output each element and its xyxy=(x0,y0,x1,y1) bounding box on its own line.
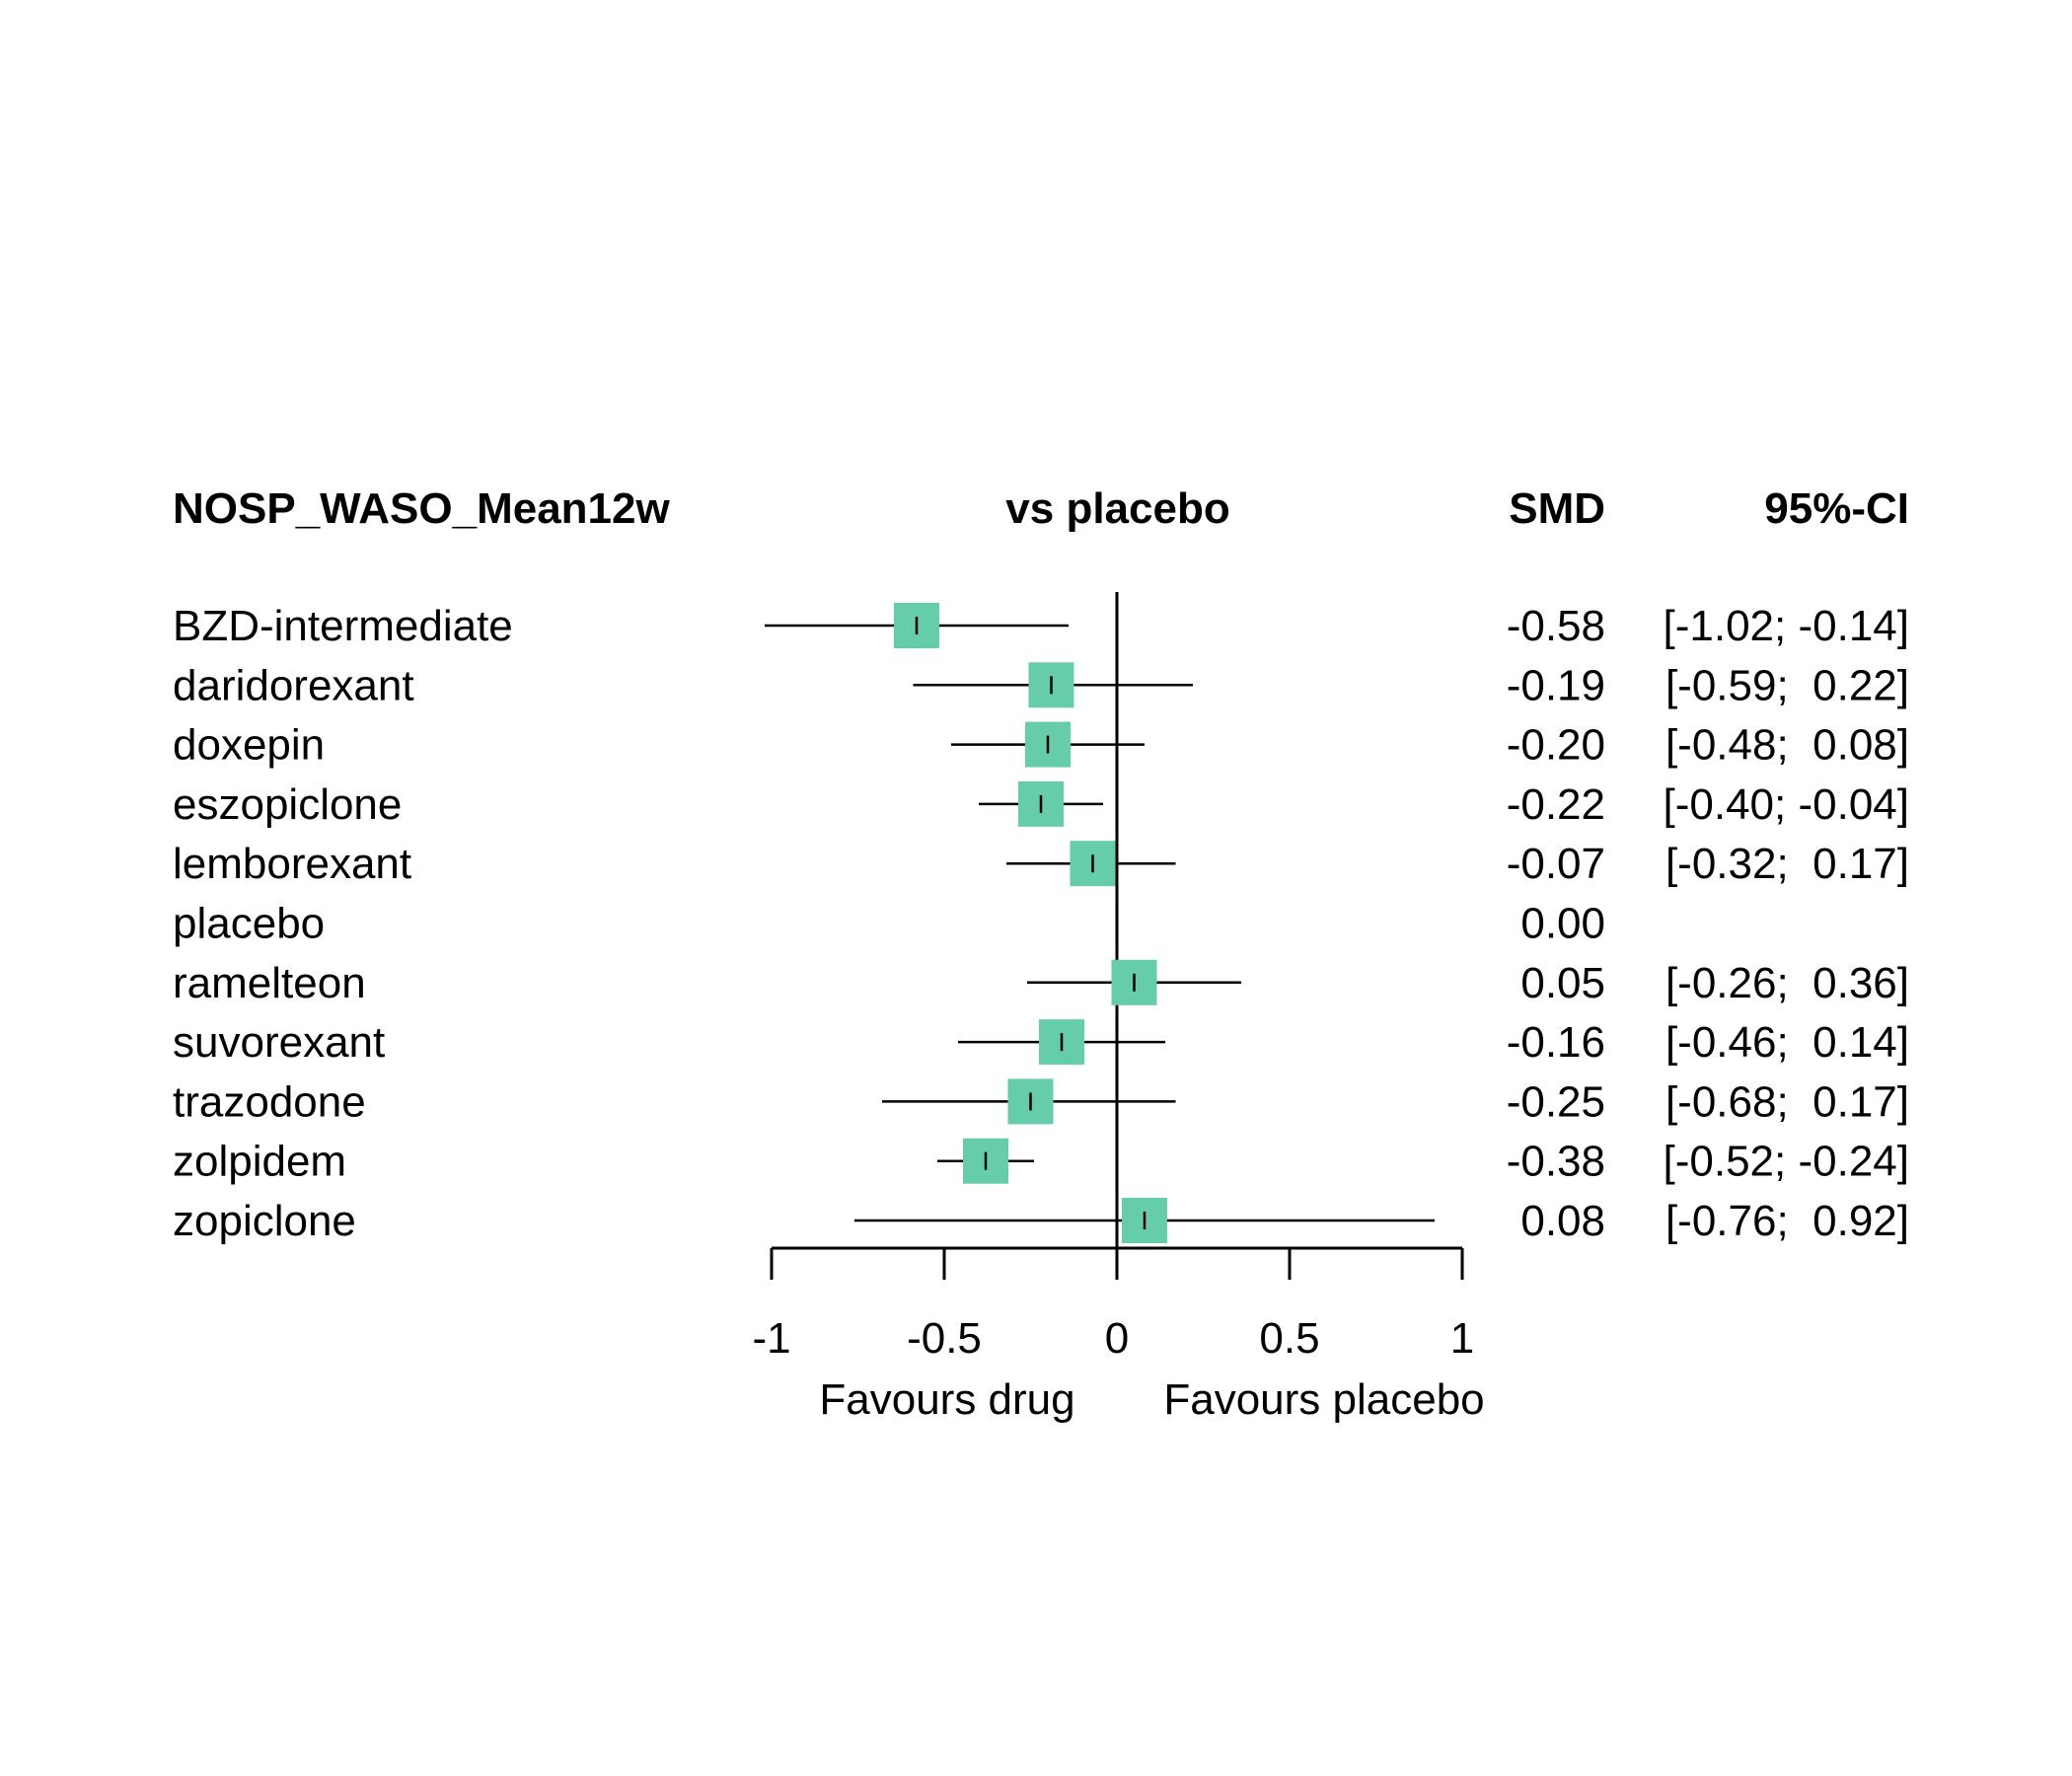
study-row: lemborexant -0.07 [-0.32; 0.17] xyxy=(173,840,1909,888)
favours-placebo-label: Favours placebo xyxy=(1163,1375,1484,1424)
axis-captions: Favours drug Favours placebo xyxy=(819,1375,1484,1424)
study-name: suvorexant xyxy=(173,1018,385,1067)
favours-drug-label: Favours drug xyxy=(819,1375,1074,1424)
study-name: daridorexant xyxy=(173,661,414,709)
study-rows: BZD-intermediate -0.58 [-1.02; -0.14] darid… xyxy=(173,602,1909,1245)
comparison-header: vs placebo xyxy=(1005,484,1229,533)
outcome-header: NOSP_WASO_Mean12w xyxy=(173,484,670,533)
header-row: NOSP_WASO_Mean12w vs placebo SMD 95%-CI xyxy=(173,484,1909,533)
ci-value: [-0.76; 0.92] xyxy=(1665,1197,1909,1245)
x-tick-label: 1 xyxy=(1450,1314,1474,1363)
study-name: BZD-intermediate xyxy=(173,602,513,650)
ci-value: [-1.02; -0.14] xyxy=(1664,602,1909,650)
study-row: zolpidem -0.38 [-0.52; -0.24] xyxy=(173,1138,1909,1186)
ci-value: [-0.48; 0.08] xyxy=(1665,721,1909,770)
study-name: zopiclone xyxy=(173,1197,356,1245)
smd-value: -0.07 xyxy=(1507,840,1605,888)
ci-value: [-0.59; 0.22] xyxy=(1665,661,1909,709)
study-row: doxepin -0.20 [-0.48; 0.08] xyxy=(173,721,1909,770)
study-name: doxepin xyxy=(173,721,325,770)
study-row: ramelteon 0.05 [-0.26; 0.36] xyxy=(173,959,1909,1007)
smd-value: 0.05 xyxy=(1520,959,1605,1007)
x-tick-label: 0.5 xyxy=(1259,1314,1319,1363)
smd-header: SMD xyxy=(1509,484,1605,533)
study-row: trazodone -0.25 [-0.68; 0.17] xyxy=(173,1077,1909,1126)
x-tick-label: -1 xyxy=(752,1314,790,1363)
smd-value: -0.22 xyxy=(1507,780,1605,829)
study-row: suvorexant -0.16 [-0.46; 0.14] xyxy=(173,1018,1909,1067)
smd-value: 0.08 xyxy=(1520,1197,1605,1245)
smd-value: -0.58 xyxy=(1507,602,1605,650)
study-name: ramelteon xyxy=(173,959,366,1007)
smd-value: -0.20 xyxy=(1507,721,1605,770)
x-tick-label: 0 xyxy=(1105,1314,1129,1363)
smd-value: -0.38 xyxy=(1507,1138,1605,1186)
smd-value: 0.00 xyxy=(1520,900,1605,948)
study-name: eszopiclone xyxy=(173,780,402,829)
study-row: BZD-intermediate -0.58 [-1.02; -0.14] xyxy=(173,602,1909,650)
ci-header: 95%-CI xyxy=(1764,484,1909,533)
smd-value: -0.16 xyxy=(1507,1018,1605,1067)
ci-value: [-0.32; 0.17] xyxy=(1665,840,1909,888)
study-name: lemborexant xyxy=(173,840,411,888)
ci-value: [-0.40; -0.04] xyxy=(1664,780,1909,829)
smd-value: -0.19 xyxy=(1507,661,1605,709)
study-row: eszopiclone -0.22 [-0.40; -0.04] xyxy=(173,780,1909,829)
study-row: zopiclone 0.08 [-0.76; 0.92] xyxy=(173,1197,1909,1245)
study-name: trazodone xyxy=(173,1077,366,1126)
study-row: placebo 0.00 xyxy=(173,900,1605,948)
smd-value: -0.25 xyxy=(1507,1077,1605,1126)
study-row: daridorexant -0.19 [-0.59; 0.22] xyxy=(173,661,1909,709)
ci-value: [-0.68; 0.17] xyxy=(1665,1077,1909,1126)
ci-value: [-0.46; 0.14] xyxy=(1665,1018,1909,1067)
x-tick-label: -0.5 xyxy=(907,1314,982,1363)
x-axis: -1 -0.5 0 0.5 1 xyxy=(752,1246,1474,1363)
ci-value: [-0.52; -0.24] xyxy=(1664,1138,1909,1186)
study-name: zolpidem xyxy=(173,1138,346,1186)
study-name: placebo xyxy=(173,900,325,948)
ci-value: [-0.26; 0.36] xyxy=(1665,959,1909,1007)
